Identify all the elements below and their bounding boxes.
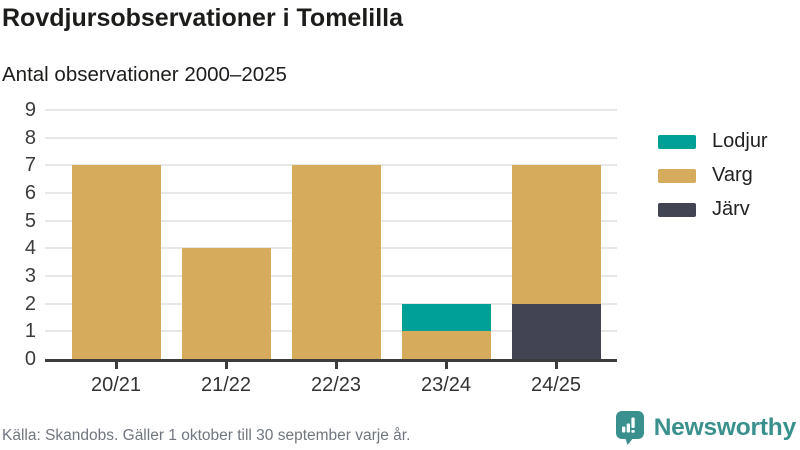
x-slot: 24/25 bbox=[501, 362, 611, 397]
x-tick-mark bbox=[224, 362, 228, 369]
y-axis-label: 4 bbox=[24, 237, 36, 260]
legend-label: Lodjur bbox=[712, 130, 768, 152]
bar-chart-speech-bubble-icon bbox=[615, 411, 644, 445]
bar-group-24/25 bbox=[501, 110, 611, 359]
x-axis-label: 22/23 bbox=[310, 374, 362, 396]
bar-plot-area bbox=[61, 110, 611, 359]
bar-group-22/23 bbox=[281, 110, 391, 359]
x-tick-mark bbox=[554, 362, 558, 369]
y-axis-label: 1 bbox=[24, 320, 36, 343]
legend-item-Lodjur: Lodjur bbox=[658, 130, 768, 153]
y-axis-label: 8 bbox=[24, 126, 36, 149]
bar-group-21/22 bbox=[171, 110, 281, 359]
y-axis-label: 7 bbox=[24, 154, 36, 177]
newsworthy-logo-text: Newsworthy bbox=[653, 414, 797, 441]
y-axis-label: 9 bbox=[24, 99, 36, 121]
x-tick-mark bbox=[444, 362, 448, 369]
legend-swatch-icon bbox=[658, 202, 696, 217]
source-note: Källa: Skandobs. Gäller 1 oktober till 3… bbox=[2, 427, 411, 444]
y-axis: 0 1 2 3 4 5 6 7 8 9 bbox=[0, 99, 36, 370]
x-tick-mark bbox=[114, 362, 118, 369]
legend-label: Varg bbox=[712, 164, 753, 186]
x-slot: 20/21 bbox=[61, 362, 171, 397]
legend-item-Järv: Järv bbox=[658, 198, 768, 221]
gridline bbox=[45, 109, 617, 111]
bar-segment-Varg bbox=[511, 165, 601, 304]
x-tick-mark bbox=[334, 362, 338, 369]
newsworthy-logo: Newsworthy bbox=[615, 410, 796, 446]
gridline bbox=[45, 164, 617, 167]
legend-label: Järv bbox=[712, 198, 750, 220]
x-slot: 22/23 bbox=[281, 362, 391, 397]
page-title: Rovdjursobservationer i Tomelilla bbox=[2, 4, 404, 32]
x-axis-label: 23/24 bbox=[420, 374, 472, 396]
bar-segment-Varg bbox=[71, 165, 161, 359]
bar-group-23/24 bbox=[391, 110, 501, 359]
bar-segment-Lodjur bbox=[401, 303, 491, 332]
x-axis-line bbox=[45, 359, 617, 362]
legend-swatch-icon bbox=[658, 134, 696, 149]
legend-swatch-icon bbox=[658, 168, 696, 183]
page-subtitle: Antal observationer 2000–2025 bbox=[2, 63, 287, 86]
y-axis-label: 0 bbox=[24, 348, 36, 370]
x-axis-label: 20/21 bbox=[90, 374, 142, 396]
y-axis-label: 5 bbox=[24, 209, 36, 232]
y-axis-label: 2 bbox=[24, 292, 36, 315]
legend-item-Varg: Varg bbox=[658, 164, 768, 187]
x-slot: 23/24 bbox=[391, 362, 501, 397]
y-axis-label: 6 bbox=[24, 182, 36, 204]
y-axis-label: 3 bbox=[24, 265, 36, 287]
x-slot: 21/22 bbox=[171, 362, 281, 397]
gridline bbox=[45, 136, 617, 139]
bar-segment-Varg bbox=[181, 248, 271, 359]
x-axis-label: 21/22 bbox=[200, 374, 252, 396]
bar-segment-Varg bbox=[401, 331, 491, 359]
bar-segment-Varg bbox=[291, 165, 381, 359]
bar-group-20/21 bbox=[61, 110, 171, 359]
chart-legend: Lodjur Varg Järv bbox=[658, 130, 768, 232]
x-axis-label: 24/25 bbox=[530, 374, 582, 396]
bar-segment-Järv bbox=[511, 303, 601, 359]
x-axis: 20/21 21/22 22/23 23/24 24/25 bbox=[61, 362, 611, 397]
